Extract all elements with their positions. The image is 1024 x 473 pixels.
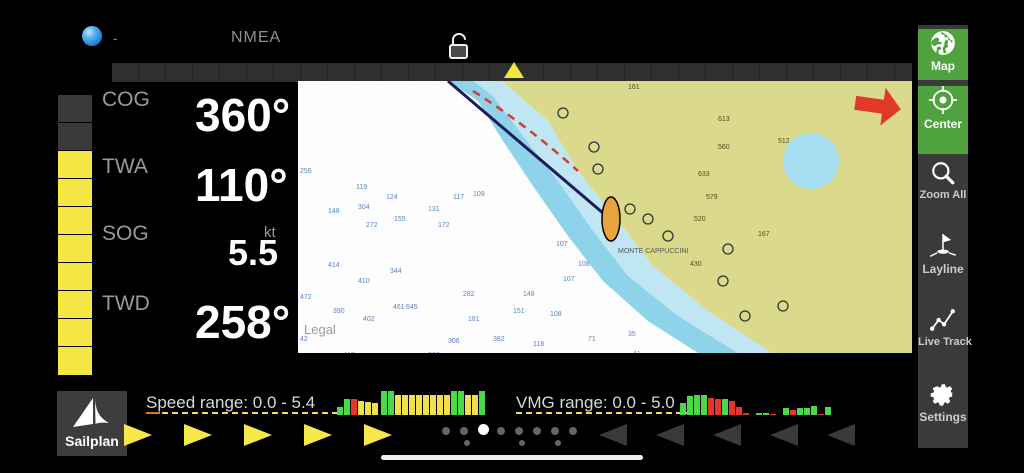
svg-text:461: 461 <box>393 304 405 311</box>
svg-text:430: 430 <box>690 261 702 268</box>
svg-text:472: 472 <box>300 294 312 301</box>
svg-text:520: 520 <box>694 216 706 223</box>
svg-text:131: 131 <box>428 206 440 213</box>
svg-text:118: 118 <box>533 341 544 348</box>
svg-text:382: 382 <box>493 336 505 343</box>
svg-text:579: 579 <box>706 194 718 201</box>
svg-text:148: 148 <box>328 208 340 215</box>
svg-text:42: 42 <box>300 336 308 343</box>
svg-text:613: 613 <box>718 116 730 123</box>
svg-text:155: 155 <box>394 216 406 223</box>
svg-text:MONTE CAPPUCCINI: MONTE CAPPUCCINI <box>618 248 688 255</box>
svg-text:390: 390 <box>333 308 345 315</box>
svg-text:107: 107 <box>563 276 575 283</box>
svg-text:172: 172 <box>438 222 450 229</box>
svg-text:161: 161 <box>628 84 640 91</box>
svg-text:304: 304 <box>358 204 370 211</box>
svg-text:388: 388 <box>428 352 440 353</box>
svg-text:414: 414 <box>328 262 340 269</box>
svg-text:41: 41 <box>633 351 641 353</box>
svg-text:107: 107 <box>556 241 568 248</box>
svg-text:35: 35 <box>628 331 636 338</box>
svg-text:119: 119 <box>356 184 367 191</box>
svg-text:117: 117 <box>453 194 464 201</box>
svg-text:256: 256 <box>300 168 312 175</box>
svg-text:151: 151 <box>513 308 525 315</box>
svg-text:71: 71 <box>588 336 596 343</box>
svg-text:167: 167 <box>758 231 770 238</box>
svg-text:410: 410 <box>343 352 355 353</box>
svg-text:344: 344 <box>390 268 402 275</box>
svg-text:633: 633 <box>698 171 710 178</box>
svg-text:402: 402 <box>363 316 375 323</box>
svg-text:181: 181 <box>468 316 480 323</box>
svg-text:148: 148 <box>523 291 535 298</box>
svg-text:272: 272 <box>366 222 378 229</box>
svg-text:560: 560 <box>718 144 730 151</box>
svg-text:108: 108 <box>578 261 590 268</box>
svg-text:306: 306 <box>448 338 460 345</box>
svg-text:109: 109 <box>473 191 485 198</box>
svg-text:282: 282 <box>463 291 475 298</box>
svg-text:124: 124 <box>386 194 398 201</box>
svg-text:108: 108 <box>550 311 562 318</box>
svg-text:512: 512 <box>778 138 790 145</box>
svg-text:645: 645 <box>406 304 418 311</box>
svg-text:410: 410 <box>358 278 370 285</box>
svg-text:Legal: Legal <box>304 322 336 337</box>
